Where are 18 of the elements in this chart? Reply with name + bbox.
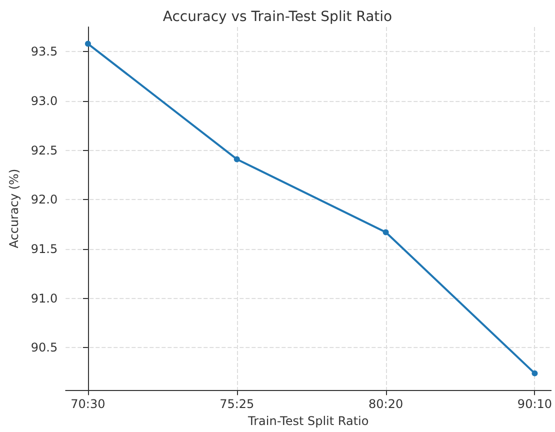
- y-axis-title: Accuracy (%): [7, 168, 21, 248]
- point: [532, 370, 538, 376]
- y-tick-label: 93.5: [30, 44, 58, 59]
- y-tick-label: 92.5: [30, 143, 58, 158]
- y-tick-label: 91.5: [30, 242, 58, 256]
- point: [84, 40, 91, 47]
- y-tick-label: 93.0: [30, 94, 58, 108]
- x-tick-label: 80:20: [368, 397, 404, 412]
- x-tick-label: 70:30: [70, 397, 106, 412]
- y-tick-label: 91.0: [30, 291, 58, 306]
- point: [382, 229, 389, 236]
- x-axis-title: Train-Test Split Ratio: [247, 414, 369, 428]
- y-tick-label: 90.5: [30, 340, 58, 355]
- x-tick-label: 75:25: [220, 397, 254, 412]
- y-tick-label: 92.0: [30, 192, 58, 207]
- chart-title: Accuracy vs Train-Test Split Ratio: [162, 9, 392, 25]
- x-tick-label: 90:10: [517, 397, 552, 412]
- point: [234, 156, 240, 162]
